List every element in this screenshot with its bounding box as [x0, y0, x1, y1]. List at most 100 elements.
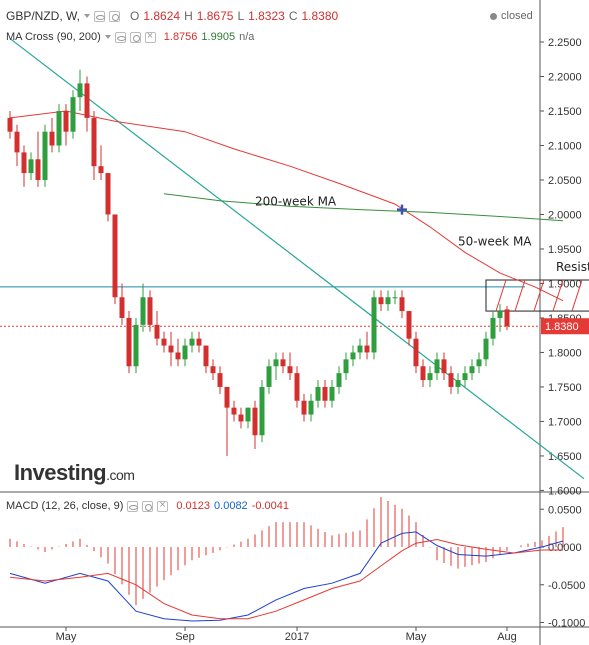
macd-tick-label: -0.1000 [548, 618, 585, 630]
candle-body [210, 366, 216, 374]
time-tick-label: 2017 [285, 631, 309, 643]
candle-body [98, 166, 104, 174]
gear-icon[interactable] [142, 500, 154, 512]
current-price-tag [541, 318, 589, 335]
close-icon[interactable] [144, 30, 156, 43]
candle-body [441, 359, 447, 374]
candle-body [434, 359, 440, 374]
ohlc-open-label: O [130, 9, 140, 23]
time-tick-label: Aug [497, 631, 517, 643]
symbol-title: GBP/NZD, W, [6, 9, 81, 23]
ohlc-close-label: C [288, 9, 298, 23]
candle-body [350, 352, 356, 360]
candle-body [406, 311, 412, 339]
candle-body [315, 386, 321, 401]
price-tick-label: 1.7000 [548, 416, 582, 428]
ohlc-high-value: 1.8675 [196, 9, 234, 23]
candle-body [182, 345, 188, 360]
candle-body [140, 297, 146, 325]
macd-tick-label: 0.0500 [548, 504, 582, 516]
macd-label: MACD (12, 26, close, 9) [6, 500, 124, 512]
price-tick-label: 2.2000 [548, 71, 582, 83]
candle-body [259, 386, 265, 436]
candle-body [147, 297, 153, 325]
candle-body [119, 297, 125, 318]
candle-body [301, 400, 307, 415]
candle-body [161, 338, 167, 346]
candle-body [7, 117, 13, 132]
resistance-zone-box [485, 279, 589, 312]
ma-cross-label: MA Cross (90, 200) [6, 31, 101, 43]
ohlc-low-label: L [237, 9, 245, 23]
signal-value: 0.0082 [214, 500, 248, 512]
price-tick-label: 1.9500 [548, 244, 582, 256]
resistance-zone-hatch [552, 279, 564, 312]
price-tick-label: 2.1500 [548, 106, 582, 118]
market-status: closed [490, 10, 533, 22]
logo-text: Investing [14, 460, 107, 485]
eye-icon[interactable] [94, 10, 106, 22]
candle-body [343, 359, 349, 374]
candle-body [364, 345, 370, 353]
price-tick-label: 1.9000 [548, 278, 582, 290]
candle-body [105, 173, 111, 215]
resistance-zone-hatch [514, 279, 526, 312]
candle-body [336, 373, 342, 387]
candle-body [252, 407, 258, 436]
candle-body [42, 131, 48, 180]
chevron-down-icon[interactable] [104, 35, 111, 39]
eye-icon[interactable] [127, 500, 139, 512]
candle-body [322, 386, 328, 401]
ma-cross-legend: MA Cross (90, 200) 1.8756 1.9905 n/a [6, 30, 254, 44]
resistance-zone-hatch [533, 279, 545, 312]
candle-body [455, 380, 461, 387]
price-tick-label: 2.1000 [548, 140, 582, 152]
status-text: closed [501, 10, 533, 22]
candle-body [378, 297, 384, 305]
candle-body [91, 117, 97, 167]
ma-fast-line [9, 110, 564, 302]
candle-body [413, 338, 419, 367]
time-tick-label: Sep [175, 631, 195, 643]
macd-tick-label: -0.0500 [548, 580, 585, 592]
candle-body [483, 338, 489, 360]
ma-slow-value: 1.9905 [201, 31, 236, 43]
chevron-down-icon[interactable] [84, 14, 91, 18]
candle-body [392, 297, 398, 299]
ohlc-open-value: 1.8624 [143, 9, 181, 23]
resistance-zone-hatch [571, 279, 583, 312]
candle-body [294, 373, 300, 401]
price-tick-label: 2.0500 [548, 175, 582, 187]
candle-body [112, 214, 118, 298]
close-icon[interactable] [157, 499, 169, 512]
macd-legend: MACD (12, 26, close, 9) 0.0123 0.0082 -0… [6, 499, 289, 513]
candle-body [427, 373, 433, 381]
candle-body [133, 324, 139, 367]
candle-body [238, 414, 244, 422]
candle-body [217, 373, 223, 387]
candle-body [371, 297, 377, 353]
gear-icon[interactable] [109, 10, 121, 22]
gear-icon[interactable] [129, 31, 141, 43]
price-tick-label: 1.6500 [548, 451, 582, 463]
candle-body [462, 373, 468, 381]
candle-body [385, 297, 391, 305]
time-tick-label: May [406, 631, 427, 643]
histogram-value: -0.0041 [251, 500, 289, 512]
price-tick-label: 1.6000 [548, 485, 582, 497]
symbol-header: GBP/NZD, W, O 1.8624 H 1.8675 L 1.8323 C… [6, 9, 338, 23]
candle-body [357, 345, 363, 353]
candle-body [77, 83, 83, 98]
candle-body [399, 297, 405, 312]
ohlc-close-value: 1.8380 [301, 9, 339, 23]
candle-body [266, 366, 272, 387]
eye-icon[interactable] [114, 31, 126, 43]
candle-body [203, 345, 209, 367]
price-tick-label: 1.8000 [548, 347, 582, 359]
logo-suffix: .com [106, 467, 135, 483]
candle-body [126, 317, 132, 367]
candle-body [469, 366, 475, 374]
candle-body [280, 359, 286, 367]
candle-body [490, 317, 496, 339]
